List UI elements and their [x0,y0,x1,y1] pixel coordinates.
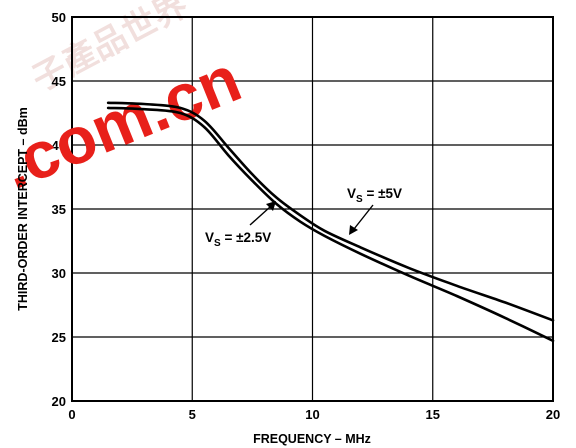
arrow-vs-5v [353,204,374,230]
x-tick-label: 5 [189,407,196,422]
x-tick-label: 15 [426,407,440,422]
arrow-vs-2-5v [249,206,271,226]
series-line-1 [106,106,555,343]
y-tick-label: 20 [52,394,66,409]
annotation-vs-2-5v-v: V [205,230,214,245]
y-tick-label: 45 [52,74,66,89]
x-tick-label: 10 [305,407,319,422]
arrowhead-vs-2-5v [266,201,276,211]
y-tick-label: 40 [52,138,66,153]
y-tick-label: 50 [52,10,66,25]
y-tick-label: 25 [52,330,66,345]
plot-frame [71,16,554,402]
annotation-vs-2-5v: VS = ±2.5V [205,230,271,249]
y-axis-title: THIRD-ORDER INTERCEPT – dBm [16,107,30,310]
annotation-vs-5v: VS = ±5V [347,186,402,205]
y-tick-labels: 20 25 30 35 40 45 50 [52,10,66,409]
x-tick-label: 20 [546,407,560,422]
annotation-vs-5v-v: V [347,186,356,201]
annotation-vs-5v-sub: S [356,194,363,205]
x-axis-title: FREQUENCY – MHz [253,432,371,446]
x-tick-label: 0 [68,407,75,422]
annotation-vs-5v-rest: = ±5V [363,186,402,201]
y-tick-label: 35 [52,202,66,217]
arrowhead-vs-5v [349,225,358,235]
series-line-0 [106,101,555,322]
annotation-vs-2-5v-rest: = ±2.5V [221,230,272,245]
series-lines [106,101,555,343]
x-tick-labels: 0 5 10 15 20 [68,407,560,422]
annotation-vs-2-5v-sub: S [214,238,221,249]
grid-lines [72,17,553,401]
y-tick-label: 30 [52,266,66,281]
